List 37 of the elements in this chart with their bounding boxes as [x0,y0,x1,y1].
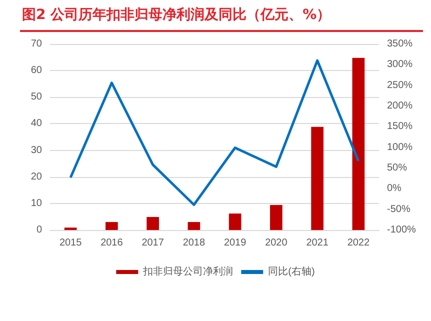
x-tick-label: 2019 [224,238,247,248]
y-tick-label: 60 [30,65,42,76]
x-tick-label: 2020 [265,238,288,248]
bar [311,126,324,230]
y2-tick-label: 100% [387,142,413,153]
x-tick-label: 2017 [142,238,164,248]
y2-tick-label: 0% [387,183,402,194]
bar [228,214,242,230]
y2-tick-label: 150% [387,121,413,132]
x-tick-label: 2016 [100,238,124,248]
x-tick-label: 2018 [182,238,206,248]
y-tick-label: 40 [30,118,42,130]
line-series [69,59,360,206]
y-tick-label: 0 [36,224,42,236]
bar [188,222,200,230]
y2-tick-label: -100% [387,224,416,236]
y-tick-label: 10 [30,198,42,209]
bar [270,205,282,230]
chart-title: 图2 公司历年扣非归母净利润及同比（亿元、%） [22,6,331,24]
x-tick-label: 2021 [306,238,329,248]
y-tick-label: 20 [30,171,42,182]
legend-label: 同比(右轴) [268,266,315,278]
y-tick-label: 30 [30,144,42,156]
legend-label: 扣非归母公司净利润 [142,266,234,278]
x-tick-label: 2015 [59,238,82,248]
bar [146,216,159,230]
x-tick-label: 2022 [347,238,370,248]
y2-tick-label: 50% [387,162,408,174]
y-tick-label: 70 [30,38,42,50]
y2-tick-label: 350% [387,38,413,50]
bar [352,58,365,230]
y2-tick-label: 250% [387,80,413,91]
y-tick-label: 50 [30,92,42,103]
y2-tick-label: -50% [387,204,410,215]
bar [106,222,118,230]
y2-tick-label: 300% [387,59,413,70]
y2-tick-label: 200% [387,100,413,112]
